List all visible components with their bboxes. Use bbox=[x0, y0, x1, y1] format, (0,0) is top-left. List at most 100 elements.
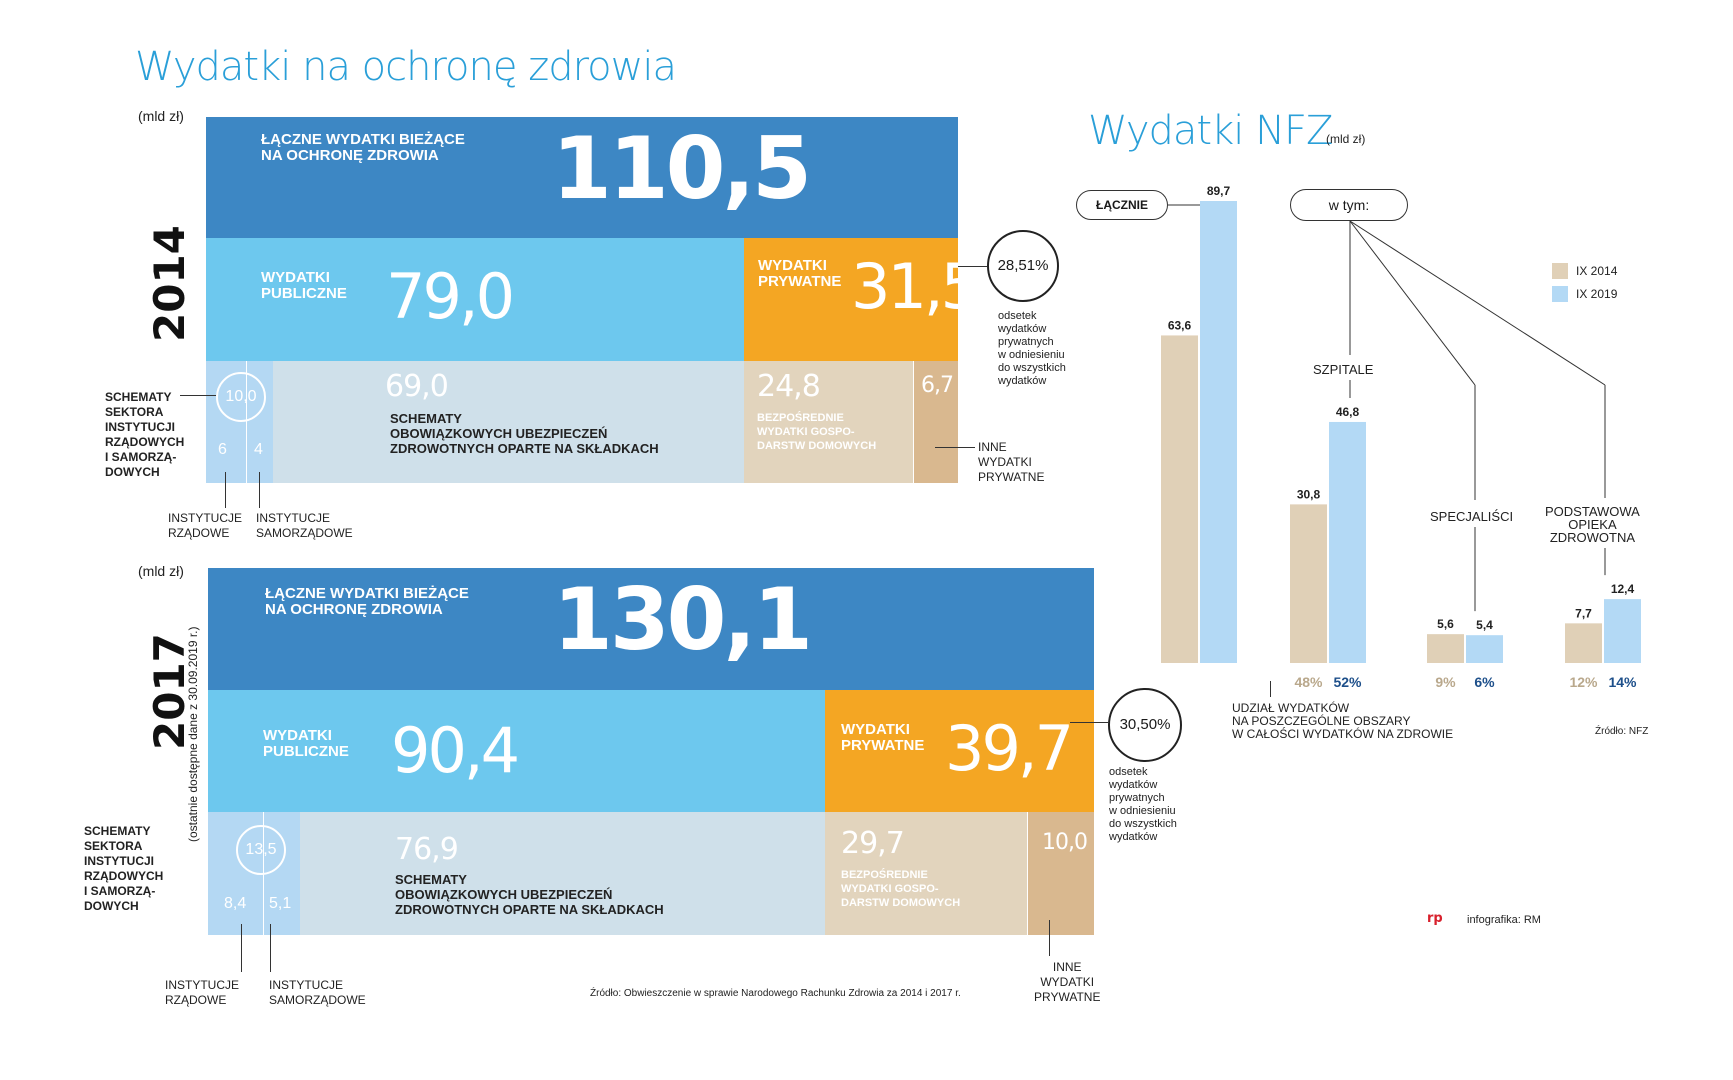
gov-line-2017 bbox=[241, 924, 242, 972]
local-value-2017: 5,1 bbox=[269, 895, 292, 912]
bar-total-2014 bbox=[1161, 335, 1198, 663]
local-line-2017 bbox=[270, 924, 271, 972]
bar-primary-care-2014 bbox=[1565, 623, 1602, 663]
unit-2017: (mld zł) bbox=[138, 563, 184, 579]
household-value-2014: 24,8 bbox=[757, 369, 821, 404]
household-block-2014: 24,8 BEZPOŚREDNIE WYDATKI GOSPO- DARSTW … bbox=[744, 361, 913, 483]
category-hospitals: SZPITALE bbox=[1313, 362, 1374, 377]
insurance-block-2014: 69,0 SCHEMATY OBOWIĄZKOWYCH UBEZPIECZEŃ … bbox=[273, 361, 744, 483]
bar-label-specialists-2014: 5,6 bbox=[1437, 617, 1454, 631]
credit: infografika: RM bbox=[1467, 914, 1541, 926]
share-line-2014 bbox=[958, 266, 987, 267]
nfz-unit: (mld zł) bbox=[1326, 132, 1366, 146]
category-specialists: SPECJALIŚCI bbox=[1430, 509, 1514, 524]
bar-label-primary-care-2019: 12,4 bbox=[1611, 582, 1635, 596]
share-specialists-2014: 9% bbox=[1435, 674, 1456, 690]
total-pill: ŁĄCZNIE bbox=[1076, 190, 1168, 220]
unit-2014: (mld zł) bbox=[138, 108, 184, 124]
household-label-2017: BEZPOŚREDNIE WYDATKI GOSPO- DARSTW DOMOW… bbox=[841, 869, 961, 909]
insurance-block-2017: 76,9 SCHEMATY OBOWIĄZKOWYCH UBEZPIECZEŃ … bbox=[300, 812, 825, 935]
private-block-2017: WYDATKI PRYWATNE 39,7 bbox=[825, 690, 1094, 812]
total-label-2017: ŁĄCZNE WYDATKI BIEŻĄCE NA OCHRONĘ ZDROWI… bbox=[265, 585, 469, 618]
share-circle-2014: 28,51% bbox=[987, 230, 1059, 302]
share-caption-line bbox=[1270, 681, 1271, 697]
legend-label-2014: IX 2014 bbox=[1576, 264, 1618, 278]
local-line-2014 bbox=[259, 472, 260, 508]
connector-specialists bbox=[1349, 220, 1476, 386]
bar-specialists-2014 bbox=[1427, 634, 1464, 663]
bar-label-specialists-2019: 5,4 bbox=[1476, 618, 1493, 632]
other-block-2017: 10,0 bbox=[1027, 812, 1094, 935]
private-label-2017: WYDATKI PRYWATNE bbox=[841, 721, 925, 754]
bar-label-total-2014: 63,6 bbox=[1168, 318, 1192, 332]
public-label-2014: WYDATKI PUBLICZNE bbox=[261, 269, 347, 302]
bar-label-hospitals-2014: 30,8 bbox=[1297, 487, 1321, 501]
private-block-2014: WYDATKI PRYWATNE 31,5 bbox=[744, 238, 980, 361]
share-specialists-2019: 6% bbox=[1474, 674, 1495, 690]
public-label-2017: WYDATKI PUBLICZNE bbox=[263, 727, 349, 760]
of-which-pill: w tym: bbox=[1290, 189, 1408, 221]
nfz-title: Wydatki NFZ bbox=[1088, 108, 1333, 154]
left-source: Źródło: Obwieszczenie w sprawie Narodowe… bbox=[590, 988, 961, 999]
gov-total-circle-2014: 10,0 bbox=[216, 372, 266, 422]
main-title: Wydatki na ochronę zdrowia bbox=[135, 44, 677, 90]
share-value-2017: 30,50% bbox=[1119, 716, 1171, 733]
legend-label-2019: IX 2019 bbox=[1576, 287, 1618, 301]
gov-total-value-2017: 13,5 bbox=[245, 841, 277, 858]
public-value-2017: 90,4 bbox=[391, 714, 520, 787]
share-hospitals-2014: 48% bbox=[1294, 674, 1323, 690]
private-value-2014: 31,5 bbox=[851, 250, 980, 323]
bars-group bbox=[1161, 201, 1641, 663]
total-value-2014: 110,5 bbox=[552, 119, 812, 219]
share-line-2017 bbox=[1070, 722, 1108, 723]
household-value-2017: 29,7 bbox=[841, 826, 905, 861]
share-primary-care-2019: 14% bbox=[1608, 674, 1637, 690]
gov-total-circle-2017: 13,5 bbox=[236, 825, 286, 875]
public-value-2014: 79,0 bbox=[386, 260, 515, 333]
legend-swatch-2014 bbox=[1552, 263, 1568, 279]
connector-lines bbox=[1168, 204, 1606, 612]
bar-label-primary-care-2014: 7,7 bbox=[1575, 606, 1592, 620]
other-label-2014: INNE WYDATKI PRYWATNE bbox=[978, 440, 1045, 484]
share-note-2017: odsetek wydatków prywatnych w odniesieni… bbox=[1109, 766, 1177, 843]
local-label-2014: INSTYTUCJE SAMORZĄDOWE bbox=[256, 511, 353, 540]
share-circle-2017: 30,50% bbox=[1108, 688, 1182, 762]
total-block-2017: ŁĄCZNE WYDATKI BIEŻĄCE NA OCHRONĘ ZDROWI… bbox=[208, 568, 1094, 690]
total-label-2014: ŁĄCZNE WYDATKI BIEŻĄCE NA OCHRONĘ ZDROWI… bbox=[261, 131, 465, 164]
share-caption: UDZIAŁ WYDATKÓW NA POSZCZEGÓLNE OBSZARY … bbox=[1232, 701, 1454, 741]
gov-value-2014: 6 bbox=[218, 441, 227, 458]
insurance-value-2014: 69,0 bbox=[385, 369, 449, 404]
bar-hospitals-2019 bbox=[1329, 421, 1366, 663]
shares-group: 48% 52% 9% 6% 12% 14% bbox=[1294, 674, 1637, 690]
household-label-2014: BEZPOŚREDNIE WYDATKI GOSPO- DARSTW DOMOW… bbox=[757, 412, 877, 452]
bar-hospitals-2014 bbox=[1290, 504, 1327, 663]
bar-label-total-2019: 89,7 bbox=[1207, 184, 1231, 198]
share-value-2014: 28,51% bbox=[997, 257, 1049, 274]
household-block-2017: 29,7 BEZPOŚREDNIE WYDATKI GOSPO- DARSTW … bbox=[825, 812, 1027, 935]
share-note-2014: odsetek wydatków prywatnych w odniesieni… bbox=[998, 310, 1066, 387]
bar-specialists-2019 bbox=[1466, 635, 1503, 663]
gov-value-2017: 8,4 bbox=[224, 895, 247, 912]
other-value-2017: 10,0 bbox=[1042, 830, 1088, 855]
gov-schemes-label-2017: SCHEMATY SEKTORA INSTYTUCJI RZĄDOWYCH I … bbox=[84, 824, 164, 913]
total-block-2014: ŁĄCZNE WYDATKI BIEŻĄCE NA OCHRONĘ ZDROWI… bbox=[206, 117, 958, 238]
private-value-2017: 39,7 bbox=[945, 712, 1074, 785]
gov-line-2014 bbox=[225, 472, 226, 508]
share-primary-care-2014: 12% bbox=[1569, 674, 1598, 690]
other-label-2017: INNE WYDATKI PRYWATNE bbox=[1034, 960, 1101, 1004]
nfz-source: Źródło: NFZ bbox=[1595, 726, 1649, 737]
insurance-label-2017: SCHEMATY OBOWIĄZKOWYCH UBEZPIECZEŃ ZDROW… bbox=[395, 872, 664, 917]
total-value-2017: 130,1 bbox=[553, 570, 813, 670]
local-value-2014: 4 bbox=[254, 441, 263, 458]
bar-label-hospitals-2019: 46,8 bbox=[1336, 405, 1360, 419]
other-line-2014 bbox=[935, 447, 975, 448]
legend-swatch-2019 bbox=[1552, 286, 1568, 302]
insurance-label-2014: SCHEMATY OBOWIĄZKOWYCH UBEZPIECZEŃ ZDROW… bbox=[390, 411, 659, 456]
share-hospitals-2019: 52% bbox=[1333, 674, 1362, 690]
gov-label-2014: INSTYTUCJE RZĄDOWE bbox=[168, 511, 243, 540]
public-block-2014: WYDATKI PUBLICZNE 79,0 bbox=[206, 238, 744, 361]
private-label-2014: WYDATKI PRYWATNE bbox=[758, 257, 842, 290]
bar-total-2019 bbox=[1200, 201, 1237, 663]
local-label-2017: INSTYTUCJE SAMORZĄDOWE bbox=[269, 978, 366, 1007]
